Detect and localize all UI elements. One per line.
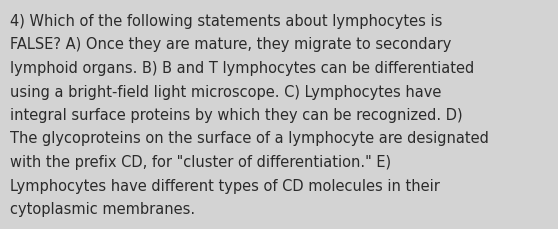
Text: integral surface proteins by which they can be recognized. D): integral surface proteins by which they … [10,108,463,123]
Text: with the prefix CD, for "cluster of differentiation." E): with the prefix CD, for "cluster of diff… [10,154,391,169]
Text: FALSE? A) Once they are mature, they migrate to secondary: FALSE? A) Once they are mature, they mig… [10,37,451,52]
Text: using a bright-field light microscope. C) Lymphocytes have: using a bright-field light microscope. C… [10,84,441,99]
Text: lymphoid organs. B) B and T lymphocytes can be differentiated: lymphoid organs. B) B and T lymphocytes … [10,61,474,76]
Text: The glycoproteins on the surface of a lymphocyte are designated: The glycoproteins on the surface of a ly… [10,131,489,146]
Text: cytoplasmic membranes.: cytoplasmic membranes. [10,201,195,216]
Text: 4) Which of the following statements about lymphocytes is: 4) Which of the following statements abo… [10,14,442,29]
Text: Lymphocytes have different types of CD molecules in their: Lymphocytes have different types of CD m… [10,178,440,193]
